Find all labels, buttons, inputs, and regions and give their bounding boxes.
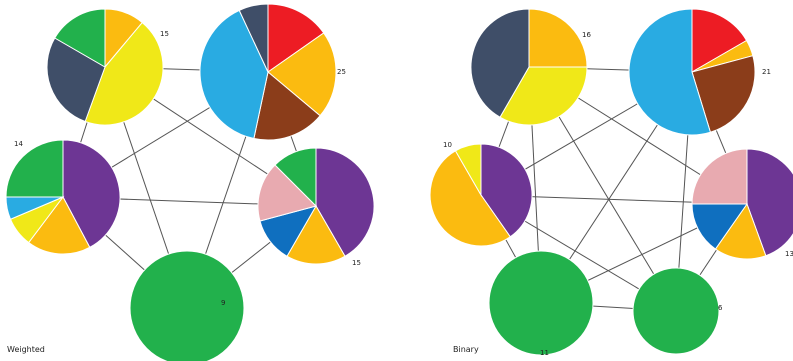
weighted-node-d-slice-0 [315, 147, 375, 257]
weighted-node-d [257, 147, 375, 265]
binary-node-a-slice-2 [470, 8, 530, 118]
weighted-node-a-slice-1 [84, 21, 164, 126]
binary-node-d-slice-2 [691, 203, 748, 250]
weighted-node-a [46, 8, 164, 126]
weighted-node-e-slice-0 [129, 250, 245, 361]
binary-node-f-slice-0 [632, 267, 720, 355]
binary-node-a-slice-0 [528, 8, 588, 68]
binary-node-c [429, 143, 533, 247]
binary-node-f [632, 267, 720, 355]
binary-node-d-slice-3 [691, 148, 748, 205]
weighted-node-d-slice-3 [257, 164, 317, 222]
weighted-node-d-slice-1 [286, 204, 346, 265]
weighted-node-e [129, 250, 245, 361]
binary-node-e-label: 11 [540, 349, 549, 357]
binary-node-c-label: 10 [443, 141, 452, 149]
binary-node-e [488, 250, 594, 356]
weighted-caption: Weighted [7, 345, 45, 354]
weighted-node-b-slice-1 [267, 32, 337, 117]
binary-node-d-slice-0 [746, 148, 793, 257]
binary-caption: Binary [453, 345, 479, 354]
weighted-node-d-label: 15 [352, 259, 361, 267]
binary-node-d-slice-1 [714, 202, 767, 260]
weighted-node-c-label: 14 [14, 140, 23, 148]
binary-node-b-slice-3 [628, 8, 712, 136]
weighted-node-b-label: 25 [337, 68, 346, 76]
binary-node-d [691, 148, 793, 260]
binary-node-a-slice-1 [499, 66, 588, 126]
binary-node-a-label: 16 [582, 31, 591, 39]
weighted-node-a-label: 15 [160, 30, 169, 38]
weighted-node-b [199, 3, 337, 141]
binary-node-e-slice-0 [488, 250, 594, 356]
binary-node-a [470, 8, 588, 126]
weighted-node-b-slice-0 [267, 3, 325, 73]
weighted-node-b-slice-3 [199, 9, 269, 140]
binary-node-b [628, 8, 756, 136]
binary-node-c-slice-1 [429, 150, 511, 247]
weighted-node-c-slice-0 [62, 139, 121, 249]
weighted-node-b-slice-4 [238, 3, 269, 73]
weighted-node-c-slice-1 [27, 196, 91, 255]
binary-node-c-slice-0 [480, 143, 533, 238]
binary-network-panel: 16 21 10 13 11 6 Binary [429, 8, 793, 357]
binary-node-f-label: 6 [718, 304, 723, 312]
weighted-nodes: 15 25 14 15 9 [5, 3, 375, 361]
binary-node-c-slice-2 [454, 143, 482, 197]
binary-node-b-slice-0 [691, 8, 748, 73]
binary-node-b-label: 21 [762, 68, 771, 76]
weighted-node-c [5, 139, 121, 255]
binary-node-d-label: 13 [785, 250, 793, 258]
weighted-network-panel: 15 25 14 15 9 Weighted [5, 3, 375, 361]
weighted-node-e-label: 9 [221, 299, 225, 307]
weighted-node-c-slice-4 [5, 139, 64, 198]
binary-nodes: 16 21 10 13 11 6 [429, 8, 793, 357]
weighted-node-a-slice-3 [54, 8, 106, 68]
binary-node-b-slice-2 [691, 55, 756, 133]
weighted-node-b-slice-2 [253, 71, 321, 141]
weighted-node-d-slice-4 [274, 147, 317, 208]
